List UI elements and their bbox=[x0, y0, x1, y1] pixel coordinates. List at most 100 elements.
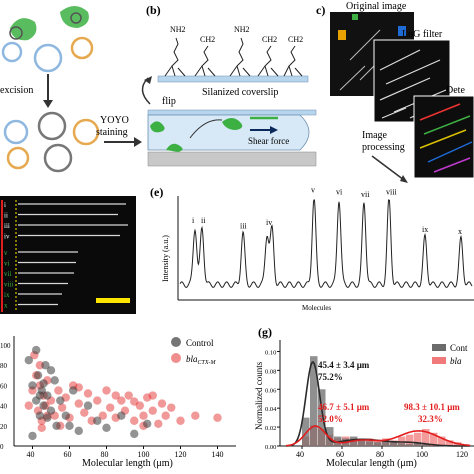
motion-arrow-icon bbox=[189, 119, 223, 139]
scatter-point-bla bbox=[148, 406, 157, 415]
intensity-trace bbox=[179, 199, 473, 288]
x-tick-label: 80 bbox=[101, 450, 109, 459]
roman-label: x bbox=[4, 302, 8, 310]
staining-label: staining bbox=[96, 127, 128, 138]
x-tick-label: 60 bbox=[336, 450, 344, 459]
silane-molecules bbox=[164, 37, 303, 77]
scatter-point-bla bbox=[93, 396, 102, 405]
scatter-point-bla bbox=[130, 397, 139, 406]
hist-bar-control bbox=[422, 444, 430, 446]
dna-blob-icon bbox=[222, 118, 243, 130]
arrow-head-icon bbox=[43, 100, 53, 108]
scatter-point-control bbox=[52, 421, 61, 431]
scatter-point-bla bbox=[37, 423, 46, 433]
scatter-point-bla bbox=[130, 416, 139, 425]
scatter-point-control bbox=[50, 376, 59, 385]
scatter-point-control bbox=[39, 401, 48, 410]
scatter-point-control bbox=[117, 411, 126, 420]
scatter-point-control bbox=[28, 431, 37, 441]
roman-label: iii bbox=[4, 222, 10, 230]
scatter-point-bla bbox=[80, 408, 89, 417]
scatter-point-control bbox=[28, 381, 37, 390]
scatter-point-bla bbox=[54, 386, 63, 395]
roman-label: ii bbox=[4, 212, 8, 220]
panel-letter-g: (g) bbox=[258, 325, 272, 339]
annotation-bla-pct2: 32.3% bbox=[418, 414, 443, 424]
scatter-point-control bbox=[93, 416, 102, 425]
plasmid-ring bbox=[70, 36, 94, 60]
hist-bar-bla bbox=[430, 432, 438, 446]
roman-label: vi bbox=[4, 260, 10, 268]
scatter-point-control bbox=[143, 419, 152, 428]
scatter-point-control bbox=[69, 386, 78, 395]
e-ylabel: Intensity (a.u.) bbox=[161, 235, 170, 282]
dna-blob-icon bbox=[166, 143, 183, 152]
processing-label-line2: processing bbox=[362, 142, 405, 153]
ch2-label: CH2 bbox=[262, 35, 277, 44]
plasmid-ring bbox=[37, 111, 67, 141]
annotation-control-pct: 75.2% bbox=[318, 372, 343, 382]
y-tick-label: 0.08 bbox=[265, 368, 276, 375]
y-tick-label: 0.00 bbox=[265, 444, 276, 451]
y-tick-label: 20 bbox=[0, 423, 8, 431]
hist-bar-control bbox=[310, 356, 318, 446]
scatter-point-bla bbox=[213, 413, 222, 422]
roman-label: v bbox=[4, 249, 8, 257]
y-tick-label: 0.02 bbox=[265, 425, 276, 432]
hist-bar-control bbox=[374, 442, 382, 446]
scatter-point-bla bbox=[148, 391, 157, 400]
scatter-point-control bbox=[74, 426, 83, 436]
annotation-bla-mean1: 46.7 ± 5.1 μm bbox=[318, 402, 370, 412]
y-tick-label: 80 bbox=[0, 362, 8, 370]
detected-box bbox=[398, 26, 406, 36]
shear-force-label: Shear force bbox=[248, 136, 289, 146]
scatter-point-control bbox=[43, 413, 52, 422]
x-tick-label: 120 bbox=[175, 450, 187, 459]
peak-label: vi bbox=[336, 187, 343, 196]
scatter-point-control bbox=[35, 391, 45, 400]
g-ylabel: Normalized counts bbox=[254, 361, 264, 430]
detected-strands bbox=[419, 103, 473, 173]
arrow-head-icon bbox=[270, 126, 278, 134]
glass-slide bbox=[147, 151, 317, 167]
y-tick-label: 40 bbox=[0, 403, 8, 411]
x-tick-label: 140 bbox=[212, 450, 224, 459]
scatter-point-control bbox=[41, 361, 50, 370]
scatter-point-control bbox=[43, 391, 52, 400]
peak-label: ix bbox=[422, 225, 428, 234]
scatter-point-bla bbox=[111, 391, 120, 400]
scatter-point-bla bbox=[98, 411, 108, 420]
excision-label: excision bbox=[0, 85, 33, 96]
f-scatter-points bbox=[24, 345, 222, 441]
scatter-point-control bbox=[56, 396, 65, 405]
scatter-point-bla bbox=[191, 411, 200, 420]
hist-bar-control bbox=[406, 444, 414, 446]
panel-letter-e: (e) bbox=[150, 185, 163, 199]
roman-label: iv bbox=[4, 233, 10, 241]
plasmid-icon bbox=[70, 12, 82, 24]
scatter-point-bla bbox=[167, 403, 176, 412]
legend-bla-marker bbox=[171, 353, 181, 363]
scatter-point-bla bbox=[139, 411, 148, 420]
scatter-point-bla bbox=[161, 411, 170, 420]
scatter-point-control bbox=[35, 411, 45, 420]
arrow-head-icon bbox=[400, 175, 408, 183]
e-xlabel: Molecules bbox=[302, 304, 331, 312]
panel-g: (g) 0.00 0.02 0.04 0.06 0.08 0.10 40 60 80 100 12… bbox=[254, 325, 474, 469]
panel-letter-b: (b) bbox=[146, 3, 161, 17]
original-image-label: Original image bbox=[346, 1, 407, 12]
hist-bar-control bbox=[414, 443, 422, 446]
scatter-point-bla bbox=[106, 403, 115, 412]
legend-control-swatch bbox=[432, 344, 446, 351]
roman-label: vii bbox=[4, 270, 11, 278]
scatter-point-control bbox=[61, 411, 70, 420]
scatter-point-control bbox=[24, 355, 33, 365]
y-tick-label: 0.04 bbox=[265, 406, 277, 413]
coverslip-label: Silanized coverslip bbox=[202, 87, 278, 98]
hist-bar-control bbox=[398, 443, 406, 446]
nh2-label: NH2 bbox=[234, 25, 250, 34]
x-tick-label: 40 bbox=[27, 450, 35, 459]
